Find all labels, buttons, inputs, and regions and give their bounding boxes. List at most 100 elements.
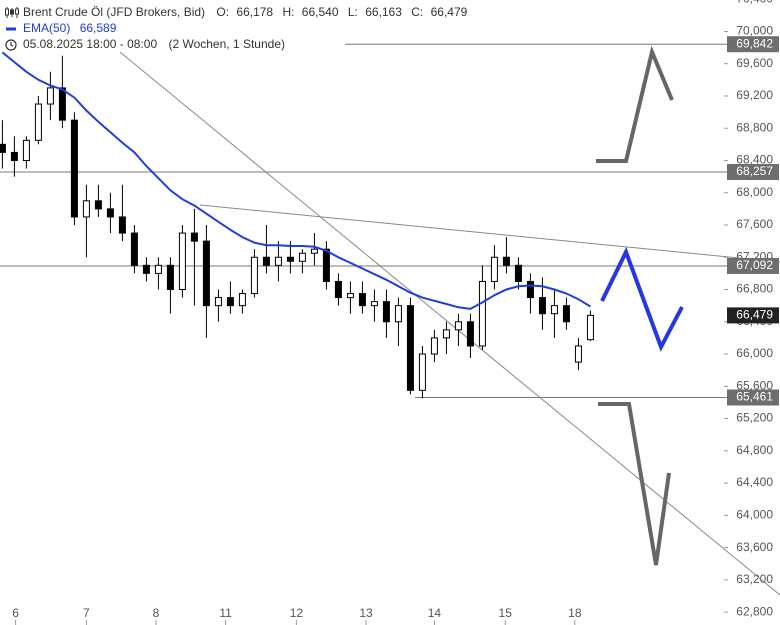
candle-body — [334, 280, 342, 299]
y-tick-label: 65,200 — [736, 411, 773, 425]
candle-body — [418, 353, 426, 391]
x-tick-label: 8 — [153, 606, 160, 620]
candle-body — [502, 256, 510, 266]
x-tick-label: 13 — [359, 606, 373, 620]
projection-up — [596, 45, 674, 163]
ohlc-value: 66,178 — [236, 5, 273, 19]
ohlc-value: 66,540 — [302, 5, 339, 19]
last-price-label: 66,479 — [736, 308, 773, 322]
candle-body — [94, 200, 102, 210]
level-label: 68,257 — [736, 164, 773, 178]
candle-body — [382, 301, 390, 323]
y-tick-label: 68,400 — [736, 153, 773, 167]
candle-body — [490, 256, 498, 282]
candle-body — [562, 305, 570, 323]
candle-body — [154, 264, 162, 274]
ema-value: 66,589 — [80, 21, 117, 35]
y-tick-label: 68,000 — [736, 185, 773, 199]
x-axis: 6 7 8 11 12 13 14 15 18 — [12, 606, 582, 625]
trend-line — [119, 51, 780, 596]
y-tick-label: 70,000 — [736, 24, 773, 38]
y-tick-label: 69,200 — [736, 88, 773, 102]
candle-body — [394, 305, 402, 323]
level-box — [727, 164, 779, 181]
candle-body — [358, 293, 366, 307]
level-label: 65,461 — [736, 390, 773, 404]
x-tick-label: 14 — [428, 606, 442, 620]
projection-down — [598, 402, 671, 566]
y-tick-label: 64,400 — [736, 475, 773, 489]
level-box — [727, 389, 779, 406]
x-tick-label: 12 — [290, 606, 304, 620]
candle-body — [442, 329, 450, 339]
y-tick-label: 70,400 — [736, 0, 773, 5]
y-tick-label: 68,800 — [736, 120, 773, 134]
ohlc-value: 66,479 — [431, 5, 468, 19]
x-tick-label: 11 — [219, 606, 232, 620]
candle-body — [70, 119, 78, 218]
candle-body — [586, 314, 594, 341]
x-tick-label: 7 — [83, 606, 90, 620]
price-boxes: 69,842 68,257 67,092 65,461 66,479 — [727, 36, 779, 406]
ohlc-label: H: — [282, 5, 294, 19]
clock-icon — [5, 39, 17, 51]
candle-body — [262, 256, 270, 266]
ema-line — [1, 51, 591, 310]
ema-name: EMA(50) — [23, 21, 70, 35]
projection-mid — [600, 246, 684, 352]
candle-body — [514, 264, 522, 282]
header-line: Brent Crude Öl (JFD Brokers, Bid) O: 66,… — [23, 5, 468, 19]
candle-body — [454, 321, 462, 331]
candle-body — [226, 297, 234, 307]
candle-body — [190, 232, 198, 242]
candle-body — [298, 252, 306, 262]
candle-body — [214, 297, 222, 307]
candle-body — [346, 293, 354, 299]
candle-body — [430, 337, 438, 355]
candle-body — [406, 305, 414, 391]
trend-line — [199, 204, 780, 263]
candle-body — [82, 200, 90, 218]
ohlc-label: C: — [411, 5, 423, 19]
candle-body — [238, 293, 246, 307]
x-tick-label: 15 — [499, 606, 513, 620]
ema-legend: EMA(50) 66,589 — [23, 21, 117, 35]
range: (2 Wochen, 1 Stunde) — [168, 37, 285, 51]
candle-body — [106, 208, 114, 218]
ema — [1, 51, 591, 310]
levels — [0, 43, 728, 398]
candle-body — [574, 345, 582, 363]
candle-body — [34, 103, 42, 141]
y-tick-label: 66,000 — [736, 346, 773, 360]
candle-body — [250, 256, 258, 295]
level-label: 67,092 — [736, 258, 773, 272]
candle-body — [322, 248, 330, 282]
y-tick-label: 64,000 — [736, 507, 773, 521]
y-tick-label: 63,600 — [736, 540, 773, 554]
candle-body — [526, 280, 534, 299]
candle-body — [130, 232, 138, 266]
candle-body — [142, 264, 150, 274]
candle-body — [550, 305, 558, 315]
candle-body — [118, 216, 126, 234]
candle-body — [178, 232, 186, 291]
candle-icon — [5, 7, 19, 18]
y-tick-label: 65,600 — [736, 378, 773, 392]
candle-body — [0, 143, 6, 153]
y-tick-label: 67,600 — [736, 217, 773, 231]
header: Brent Crude Öl (JFD Brokers, Bid) O: 66,… — [5, 5, 468, 51]
candle-body — [46, 87, 54, 105]
candle-body — [286, 256, 294, 262]
candle-body — [274, 256, 282, 266]
candle-body — [202, 240, 210, 307]
x-tick-label: 18 — [568, 606, 582, 620]
candle-body — [478, 280, 486, 347]
candle-body — [310, 248, 318, 254]
candle-body — [466, 321, 474, 347]
ohlc-value: 66,163 — [365, 5, 402, 19]
ohlc-label: O: — [216, 5, 229, 19]
candle-body — [538, 297, 546, 315]
level-box — [727, 36, 779, 53]
y-tick-label: 62,800 — [736, 604, 773, 618]
